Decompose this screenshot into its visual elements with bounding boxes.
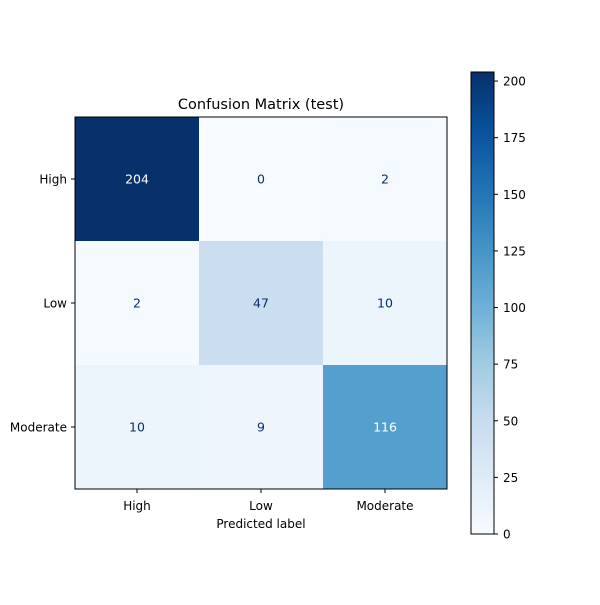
colorbar-tick-label: 175 — [503, 131, 526, 145]
heatmap-cell — [323, 117, 448, 242]
heatmap-cell — [75, 117, 200, 242]
colorbar-tick-label: 50 — [503, 414, 518, 428]
cell-value-label: 10 — [377, 296, 393, 311]
cell-value-label: 116 — [373, 420, 397, 435]
x-tick-label: Moderate — [356, 499, 413, 513]
heatmap-cell — [323, 241, 448, 366]
cell-value-label: 204 — [125, 172, 149, 187]
cell-value-label: 9 — [257, 420, 265, 435]
colorbar-tick-label: 0 — [503, 528, 511, 542]
x-axis: High Low Moderate — [123, 489, 414, 513]
colorbar — [470, 71, 495, 535]
y-tick-label: High — [39, 173, 67, 187]
heatmap-cell — [75, 365, 200, 490]
x-axis-label: Predicted label — [216, 517, 305, 531]
colorbar-tick-label: 125 — [503, 244, 526, 258]
y-tick-label: Moderate — [10, 421, 67, 435]
heatmap-cell — [199, 241, 324, 366]
colorbar-tick-label: 200 — [503, 75, 526, 89]
colorbar-tick-label: 75 — [503, 358, 518, 372]
cell-value-labels: 204 0 2 2 47 10 10 9 116 — [125, 172, 397, 435]
colorbar-axis: 0 25 50 75 100 125 150 175 200 — [494, 75, 526, 542]
cell-value-label: 2 — [381, 172, 389, 187]
cell-value-label: 47 — [253, 296, 269, 311]
x-tick-label: Low — [249, 499, 273, 513]
heatmap-cell — [199, 365, 324, 490]
cell-value-label: 0 — [257, 172, 265, 187]
cell-value-label: 2 — [133, 296, 141, 311]
heatmap-cell — [323, 365, 448, 490]
y-tick-label: Low — [43, 297, 67, 311]
cell-value-label: 10 — [129, 420, 145, 435]
heatmap-cell — [75, 241, 200, 366]
y-axis: High Low Moderate — [10, 173, 75, 435]
chart-title: Confusion Matrix (test) — [178, 97, 344, 113]
colorbar-tick-label: 25 — [503, 471, 518, 485]
heatmap-cell — [199, 117, 324, 242]
heatmap-cells — [75, 117, 448, 490]
colorbar-tick-label: 100 — [503, 301, 526, 315]
x-tick-label: High — [123, 499, 151, 513]
colorbar-tick-label: 150 — [503, 188, 526, 202]
